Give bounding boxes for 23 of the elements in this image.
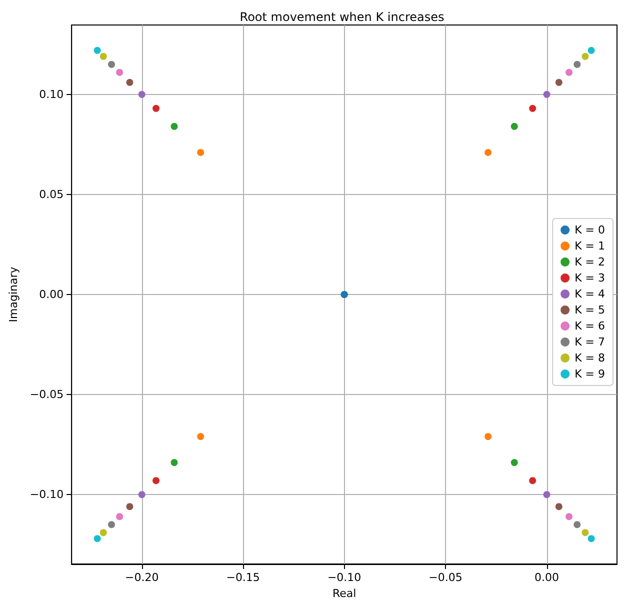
legend-label: K = 3 (574, 272, 605, 284)
y-axis-title: Imaginary (7, 266, 20, 322)
legend-label: K = 2 (574, 256, 605, 268)
chart-title: Root movement when K increases (240, 10, 444, 24)
y-tick-label: −0.10 (30, 488, 64, 502)
y-tick-label: 0.00 (39, 288, 64, 301)
x-tick-label: −0.10 (327, 571, 362, 584)
legend-label: K = 1 (574, 240, 605, 252)
legend-label: K = 0 (574, 224, 605, 236)
legend-label: K = 5 (574, 304, 605, 316)
x-tick-label: −0.05 (428, 571, 462, 584)
legend-label: K = 9 (574, 368, 605, 380)
y-tick-label: −0.05 (30, 388, 64, 402)
x-axis-title: Real (332, 587, 356, 600)
legend-label: K = 6 (574, 320, 605, 332)
legend-label: K = 4 (574, 288, 605, 300)
x-tick-label: 0.00 (534, 571, 559, 584)
legend-label: K = 8 (574, 352, 605, 364)
legend-label: K = 7 (574, 336, 605, 348)
y-tick-label: 0.10 (39, 88, 64, 101)
x-tick-label: −0.20 (125, 571, 159, 584)
y-tick-label: 0.05 (39, 188, 64, 201)
x-tick-label: −0.15 (226, 571, 260, 584)
